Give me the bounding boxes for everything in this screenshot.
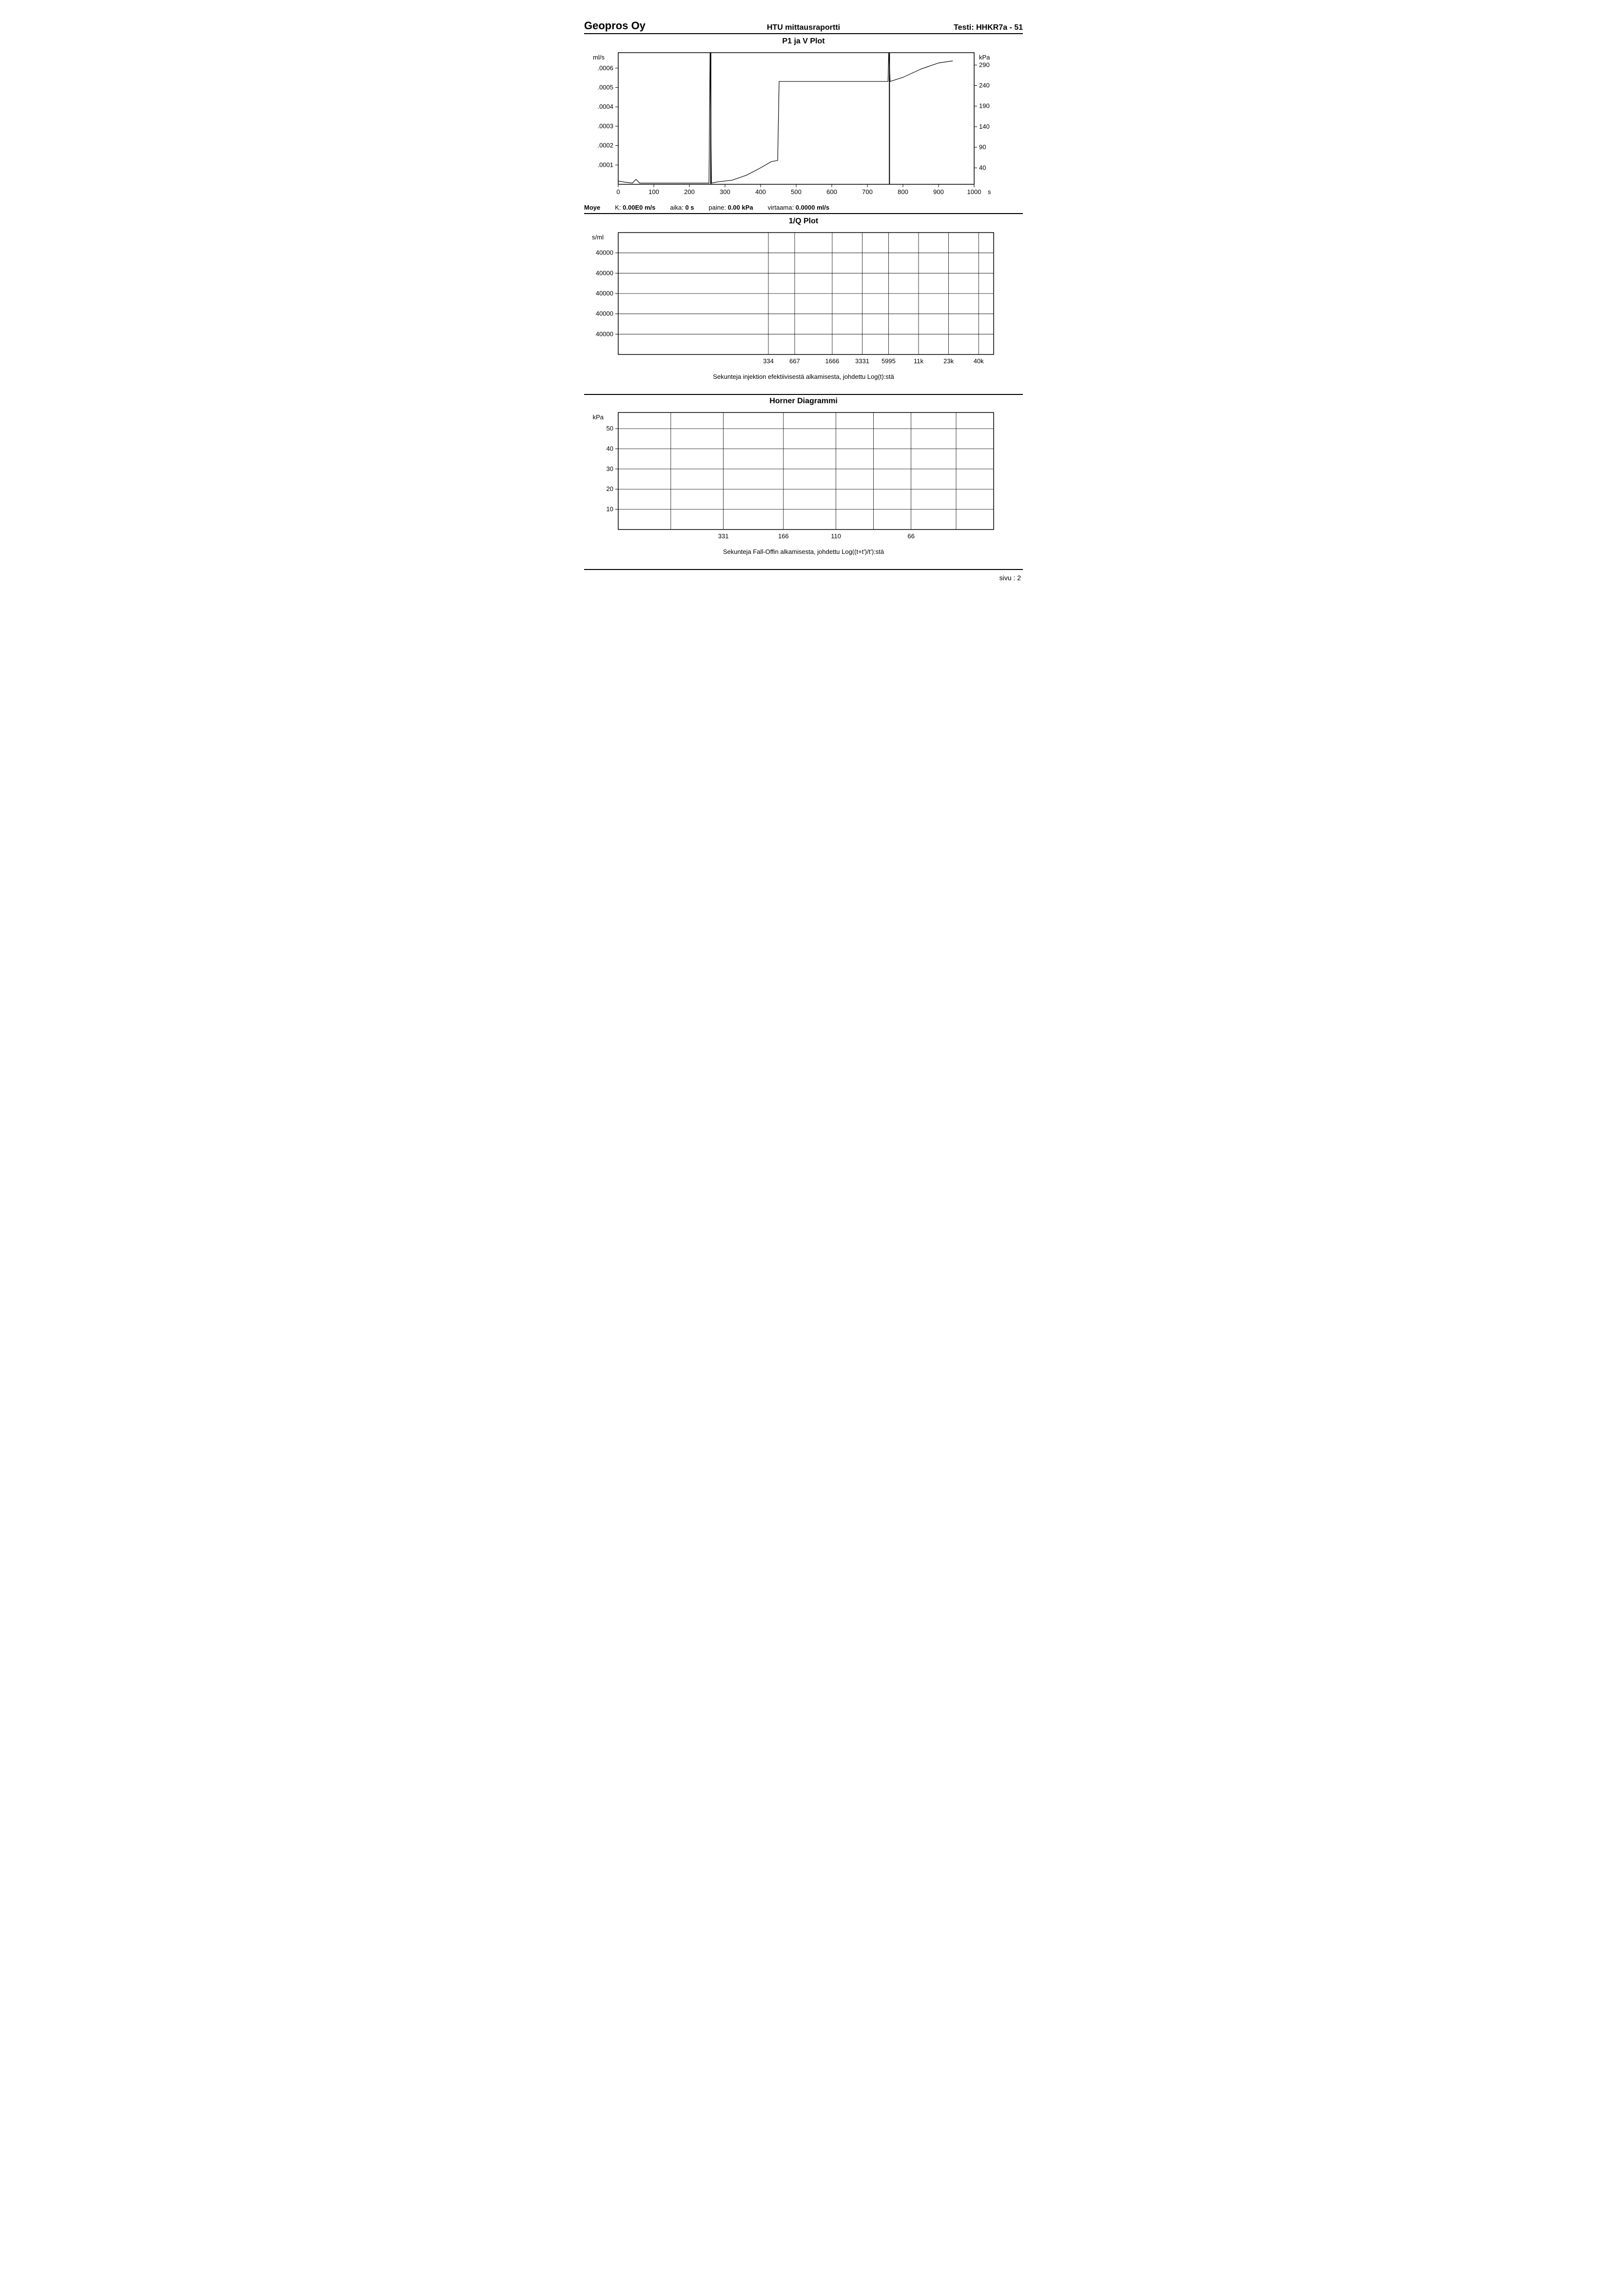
svg-text:40k: 40k <box>974 357 984 365</box>
svg-text:.0003: .0003 <box>597 122 613 130</box>
svg-text:140: 140 <box>979 123 990 130</box>
svg-text:.0004: .0004 <box>597 103 613 110</box>
svg-text:s/ml: s/ml <box>592 234 604 241</box>
svg-text:667: 667 <box>789 357 800 365</box>
moye-label: Moye <box>584 204 600 211</box>
svg-text:40000: 40000 <box>596 249 613 256</box>
svg-text:334: 334 <box>763 357 774 365</box>
aika-group: aika: 0 s <box>670 204 694 211</box>
chart3-svg: 10 20 30 40 50kPa 331 166 110 66 <box>584 408 1003 544</box>
chart3-caption: Sekunteja Fall-Offin alkamisesta, johdet… <box>584 548 1023 555</box>
svg-text:1666: 1666 <box>825 357 839 365</box>
svg-text:100: 100 <box>648 188 659 196</box>
svg-text:0: 0 <box>616 188 620 196</box>
chart3-title: Horner Diagrammi <box>584 397 1023 406</box>
paine-group: paine: 0.00 kPa <box>709 204 753 211</box>
svg-text:.0002: .0002 <box>597 142 613 149</box>
chart2: 40000 40000 40000 40000 40000 s/ml 334 667 1666 3… <box>584 228 1023 369</box>
page-footer: sivu : 2 <box>584 570 1023 586</box>
svg-text:.0001: .0001 <box>597 161 613 168</box>
svg-text:.0006: .0006 <box>597 64 613 72</box>
svg-text:s: s <box>988 188 991 196</box>
svg-text:kPa: kPa <box>979 54 990 61</box>
chart1-status: Moye K: 0.00E0 m/s aika: 0 s paine: 0.00… <box>584 203 1023 214</box>
svg-text:.0005: .0005 <box>597 83 613 91</box>
svg-text:40: 40 <box>607 445 613 452</box>
svg-text:900: 900 <box>933 188 944 196</box>
svg-text:40000: 40000 <box>596 330 613 337</box>
svg-text:40000: 40000 <box>596 269 613 276</box>
svg-text:kPa: kPa <box>593 413 604 421</box>
svg-text:40: 40 <box>979 164 986 171</box>
chart2-caption: Sekunteja injektion efektiivisestä alkam… <box>584 373 1023 380</box>
page-label: sivu : <box>999 574 1016 582</box>
svg-text:300: 300 <box>720 188 730 196</box>
chart1-title: P1 ja V Plot <box>584 37 1023 46</box>
svg-text:40000: 40000 <box>596 290 613 297</box>
svg-text:10: 10 <box>607 506 613 513</box>
svg-text:5995: 5995 <box>882 357 896 365</box>
chart2-svg: 40000 40000 40000 40000 40000 s/ml 334 667 1666 3… <box>584 228 1003 369</box>
svg-text:90: 90 <box>979 143 986 151</box>
svg-text:ml/s: ml/s <box>593 54 605 61</box>
test-label: Testi: <box>954 23 974 32</box>
svg-text:3331: 3331 <box>855 357 869 365</box>
company-name: Geopros Oy <box>584 20 730 32</box>
chart1: 0 100 200 300 400 500 600 700 800 900 1000 s .0001 .0… <box>584 48 1023 199</box>
chart2-title: 1/Q Plot <box>584 217 1023 226</box>
svg-text:20: 20 <box>607 485 613 492</box>
svg-text:11k: 11k <box>914 357 923 365</box>
svg-text:400: 400 <box>755 188 766 196</box>
svg-text:166: 166 <box>778 532 789 540</box>
svg-text:600: 600 <box>826 188 837 196</box>
svg-text:30: 30 <box>607 465 613 472</box>
svg-text:66: 66 <box>907 532 914 540</box>
svg-text:110: 110 <box>831 532 841 540</box>
svg-text:290: 290 <box>979 61 990 68</box>
k-group: K: 0.00E0 m/s <box>615 204 655 211</box>
test-value: HHKR7a - 51 <box>976 23 1023 32</box>
chart3: 10 20 30 40 50kPa 331 166 110 66 <box>584 408 1023 544</box>
svg-text:200: 200 <box>684 188 695 196</box>
svg-text:240: 240 <box>979 82 990 89</box>
svg-text:1000: 1000 <box>967 188 981 196</box>
test-id: Testi: HHKR7a - 51 <box>877 23 1023 32</box>
svg-text:23k: 23k <box>943 357 954 365</box>
svg-text:800: 800 <box>898 188 908 196</box>
svg-text:50: 50 <box>607 425 613 432</box>
svg-text:190: 190 <box>979 102 990 110</box>
virtaama-group: virtaama: 0.0000 ml/s <box>768 204 829 211</box>
svg-text:40000: 40000 <box>596 310 613 317</box>
report-header: Geopros Oy HTU mittausraportti Testi: HH… <box>584 20 1023 34</box>
page-number: 2 <box>1017 574 1021 582</box>
report-page: Geopros Oy HTU mittausraportti Testi: HH… <box>584 20 1023 586</box>
svg-text:500: 500 <box>791 188 802 196</box>
chart1-svg: 0 100 200 300 400 500 600 700 800 900 1000 s .0001 .0… <box>584 48 1003 199</box>
svg-text:331: 331 <box>718 532 729 540</box>
section-rule <box>584 394 1023 395</box>
report-title: HTU mittausraportti <box>730 23 877 32</box>
svg-text:700: 700 <box>862 188 873 196</box>
